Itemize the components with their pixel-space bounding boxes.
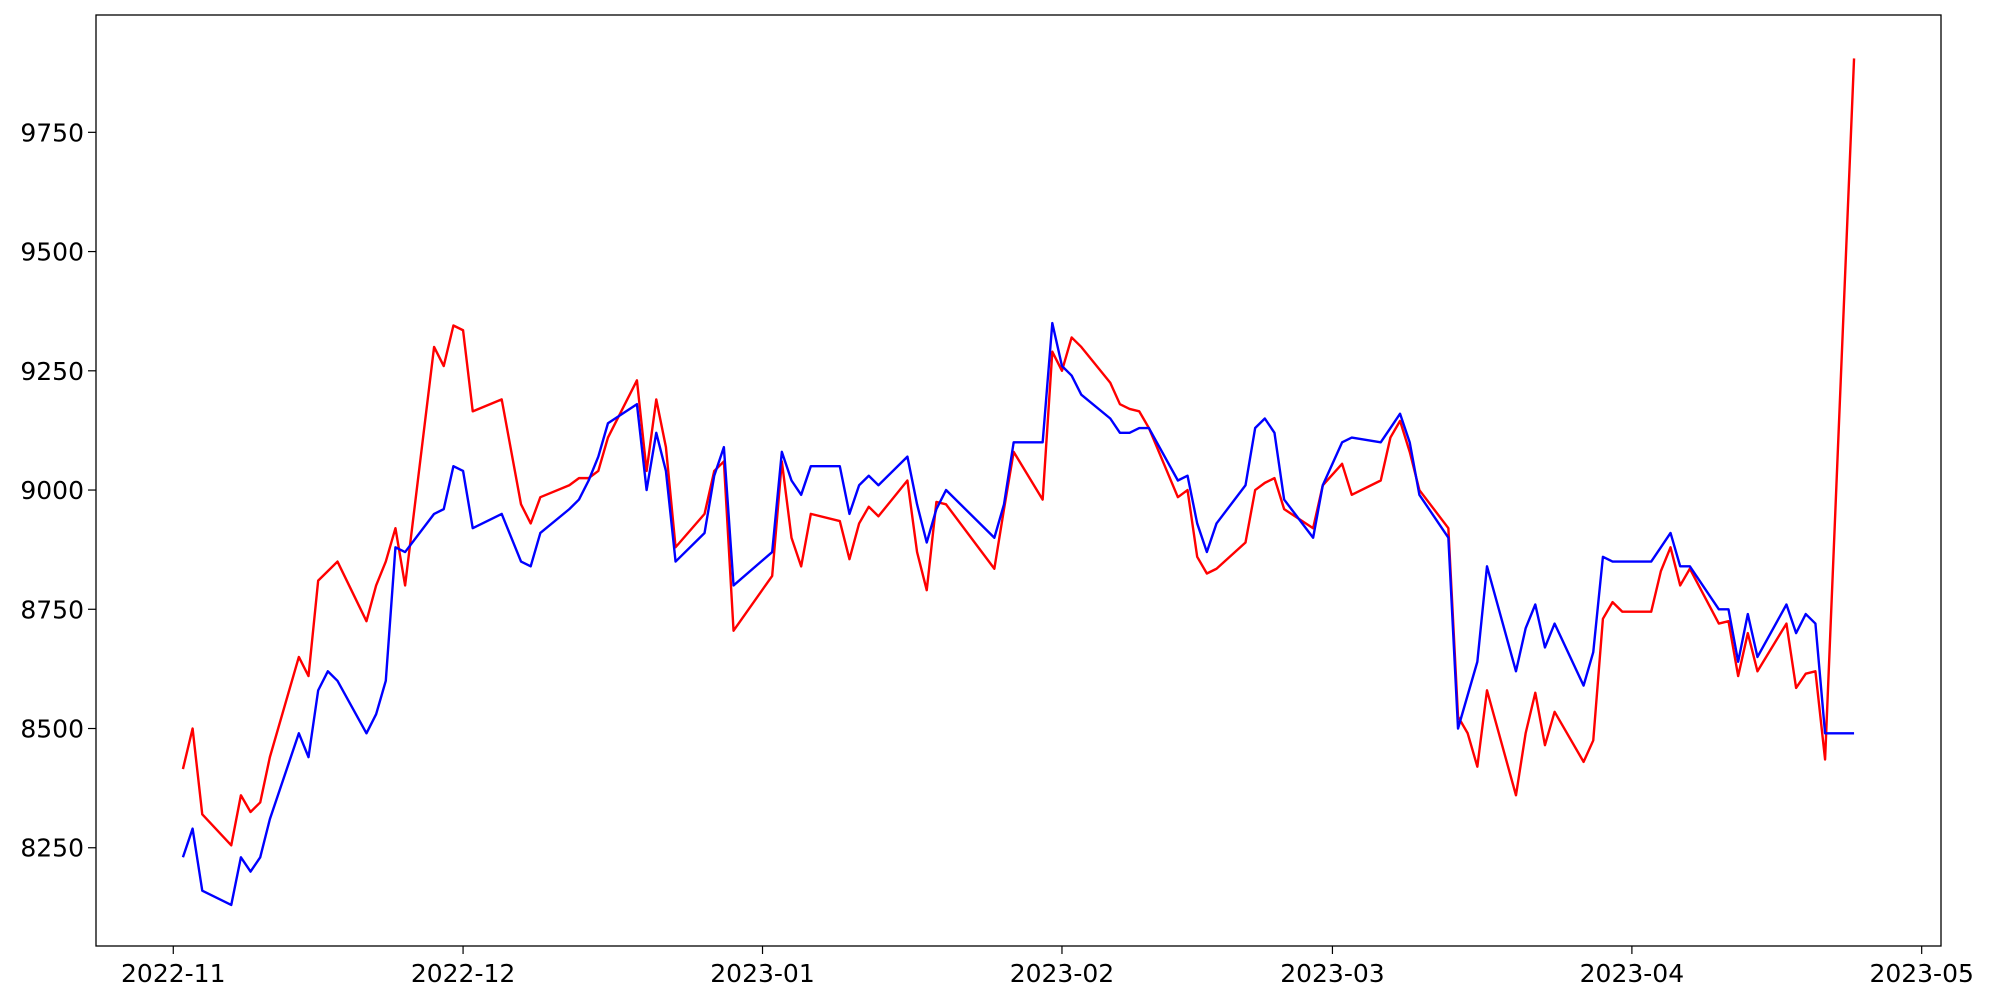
- x-tick-label: 2023-03: [1280, 959, 1384, 988]
- x-tick-label: 2023-04: [1580, 959, 1684, 988]
- x-tick-label: 2023-01: [710, 959, 814, 988]
- x-tick-label: 2023-02: [1010, 959, 1114, 988]
- y-tick-label: 9000: [20, 476, 84, 505]
- y-tick-label: 8500: [20, 715, 84, 744]
- y-tick-label: 9750: [20, 118, 84, 147]
- y-tick-label: 9500: [20, 238, 84, 267]
- y-tick-label: 9250: [20, 357, 84, 386]
- plot-frame: [95, 14, 1942, 947]
- series-line: [181, 58, 1856, 847]
- x-tick-label: 2022-12: [411, 959, 515, 988]
- x-tick-label: 2023-05: [1869, 959, 1973, 988]
- y-tick-label: 8750: [20, 595, 84, 624]
- series-line: [181, 321, 1855, 907]
- y-tick-label: 8250: [20, 834, 84, 863]
- x-tick-label: 2022-11: [121, 959, 225, 988]
